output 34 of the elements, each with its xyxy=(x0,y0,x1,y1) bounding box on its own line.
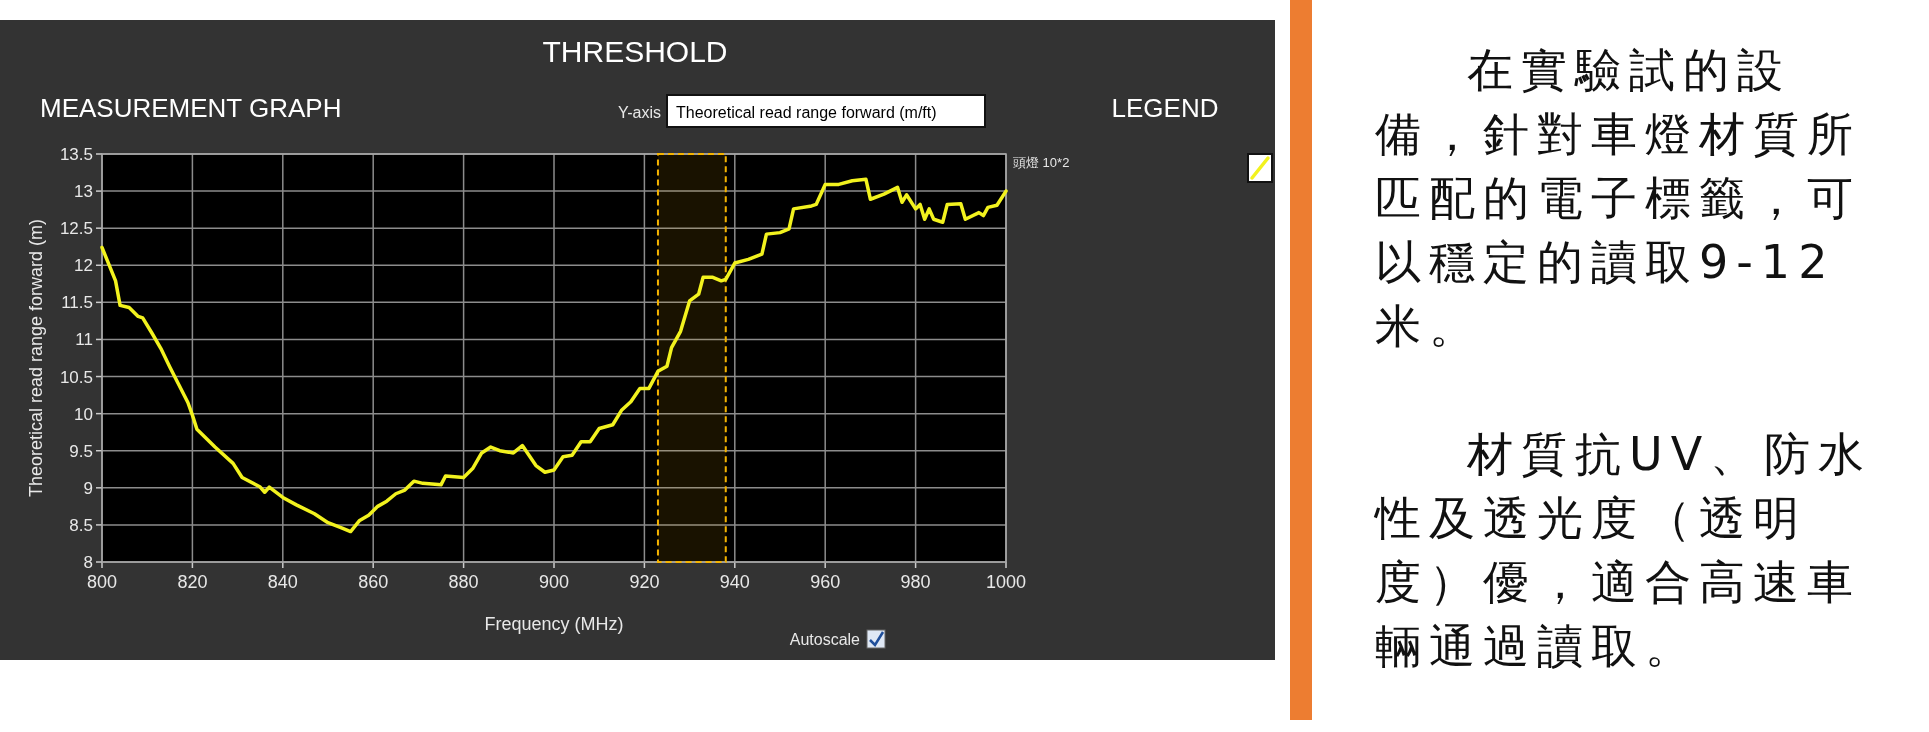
y-axis-title: Theoretical read range forward (m) xyxy=(26,218,46,498)
y-tick-label: 12 xyxy=(74,256,93,276)
legend-title: LEGEND xyxy=(1111,93,1219,123)
text: Theoretical read range forward (m/ft) xyxy=(676,104,937,121)
y-tick-label: 10.5 xyxy=(59,367,93,387)
x-tick-label: 880 xyxy=(448,572,479,592)
y-tick-label: 10 xyxy=(74,404,93,424)
y-tick-label: 12.5 xyxy=(59,219,93,239)
x-axis-title: Frequency (MHz) xyxy=(484,614,624,634)
y-tick-label: 8.5 xyxy=(69,515,93,535)
y-tick-label: 13 xyxy=(74,182,93,202)
x-tick-label: 900 xyxy=(538,572,570,592)
chart-title: THRESHOLD xyxy=(542,35,728,68)
text: MEASUREMENT GRAPH xyxy=(40,93,342,123)
text: Autoscale xyxy=(789,631,861,648)
y-tick-label: 9 xyxy=(83,478,93,498)
x-tick-label: 860 xyxy=(358,572,389,592)
x-tick-label: 920 xyxy=(629,572,660,592)
x-tick-label: 980 xyxy=(900,572,931,592)
text: Y-axis xyxy=(618,104,661,121)
text: 在實驗試的設備，針對車燈材質所匹配的電子標籤，可以穩定的讀取9-12米。 xyxy=(1375,42,1862,355)
x-tick-label: 840 xyxy=(267,572,298,592)
series-label: 頭燈 10*2 xyxy=(1013,155,1070,170)
y-tick-label: 9.5 xyxy=(69,441,93,461)
x-tick-label: 1000 xyxy=(985,572,1027,592)
y-tick-label: 11 xyxy=(75,330,93,350)
y-tick-label: 8 xyxy=(83,553,93,572)
text: 材質抗UV、防水性及透光度（透明度）優，適合高速車輛通過讀取。 xyxy=(1375,426,1874,675)
x-tick-label: 940 xyxy=(719,572,750,592)
x-tick-label: 960 xyxy=(810,572,841,592)
y-tick-label: 13.5 xyxy=(59,145,93,164)
x-tick-label: 820 xyxy=(177,572,208,592)
x-tick-label: 800 xyxy=(86,572,118,592)
y-tick-label: 11.5 xyxy=(61,293,93,313)
